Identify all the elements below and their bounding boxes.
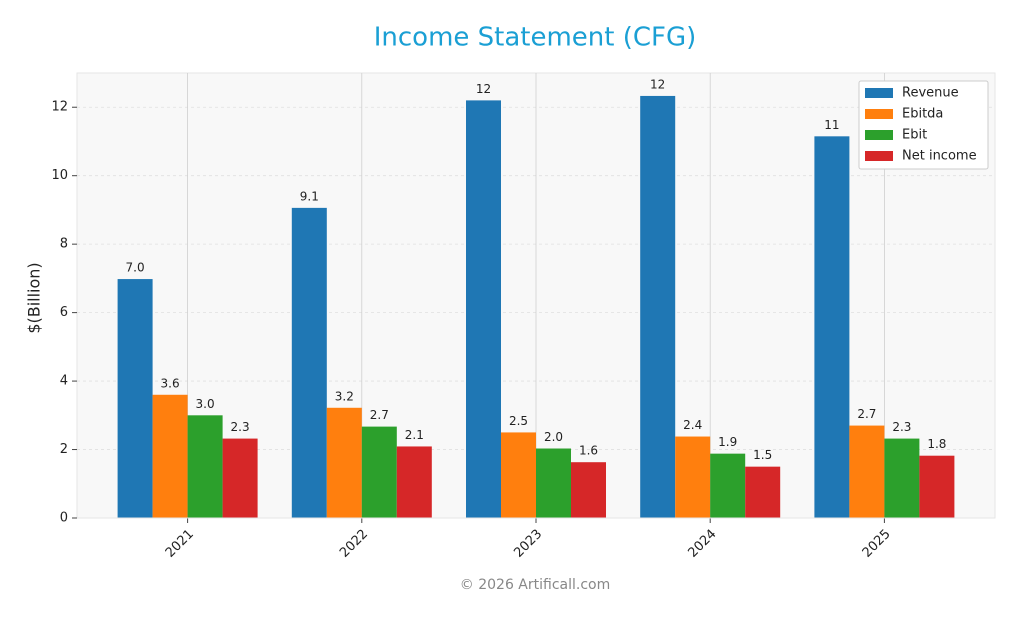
legend-swatch [865, 151, 893, 161]
legend-label: Ebit [902, 128, 927, 143]
y-axis-label: $(Billion) [25, 262, 44, 333]
x-tick-label: 2024 [685, 527, 719, 561]
footer: © 2026 Artificall.com [460, 577, 610, 593]
value-label: 1.9 [718, 435, 737, 449]
y-tick-label: 8 [60, 237, 68, 252]
bar [361, 426, 397, 518]
chart-title: Income Statement (CFG) [374, 23, 697, 53]
bar [536, 448, 571, 518]
bar [222, 438, 258, 518]
x-tick-label: 2023 [511, 527, 545, 561]
value-label: 2.0 [544, 430, 563, 444]
value-label: 1.6 [579, 444, 598, 458]
x-tick-label: 2025 [860, 527, 894, 561]
legend-swatch [865, 88, 893, 98]
x-tick-label: 2021 [163, 527, 197, 561]
bar [396, 446, 432, 518]
legend-swatch [865, 109, 893, 119]
bar [571, 462, 606, 518]
bar [466, 100, 501, 518]
y-tick-label: 4 [60, 374, 68, 389]
bar [187, 415, 223, 518]
value-label: 2.7 [857, 407, 876, 421]
bar [675, 436, 711, 518]
y-tick-label: 12 [51, 100, 68, 115]
value-label: 3.0 [196, 397, 215, 411]
value-label: 1.5 [753, 448, 772, 462]
legend-label: Revenue [902, 86, 959, 101]
value-label: 2.7 [370, 408, 389, 422]
value-label: 3.2 [335, 389, 354, 403]
value-label: 12 [650, 77, 665, 91]
value-label: 9.1 [300, 189, 319, 203]
bar [814, 136, 850, 519]
y-tick-label: 2 [60, 442, 68, 457]
value-label: 2.4 [683, 418, 702, 432]
value-label: 2.3 [892, 420, 911, 434]
legend-label: Net income [902, 149, 977, 164]
value-label: 11 [824, 118, 839, 132]
bar [326, 407, 362, 518]
bar [291, 207, 327, 518]
bar [640, 95, 676, 518]
bar [152, 394, 188, 518]
bar [501, 432, 536, 518]
value-label: 1.8 [927, 437, 946, 451]
y-tick-label: 0 [60, 511, 68, 526]
x-tick-label: 2022 [337, 527, 371, 561]
bar [884, 438, 920, 518]
legend-swatch [865, 130, 893, 140]
legend-label: Ebitda [902, 107, 943, 122]
value-label: 7.0 [126, 261, 145, 275]
bar [117, 279, 153, 518]
y-tick-label: 10 [51, 168, 68, 183]
y-tick-label: 6 [60, 305, 68, 320]
bar [849, 425, 885, 518]
legend-box [858, 80, 989, 170]
bar [745, 466, 781, 518]
value-label: 2.1 [405, 428, 424, 442]
bar [919, 455, 955, 518]
value-label: 3.6 [161, 376, 180, 390]
value-label: 12 [476, 82, 491, 96]
bar [710, 453, 746, 518]
value-label: 2.5 [509, 414, 528, 428]
value-label: 2.3 [231, 420, 250, 434]
